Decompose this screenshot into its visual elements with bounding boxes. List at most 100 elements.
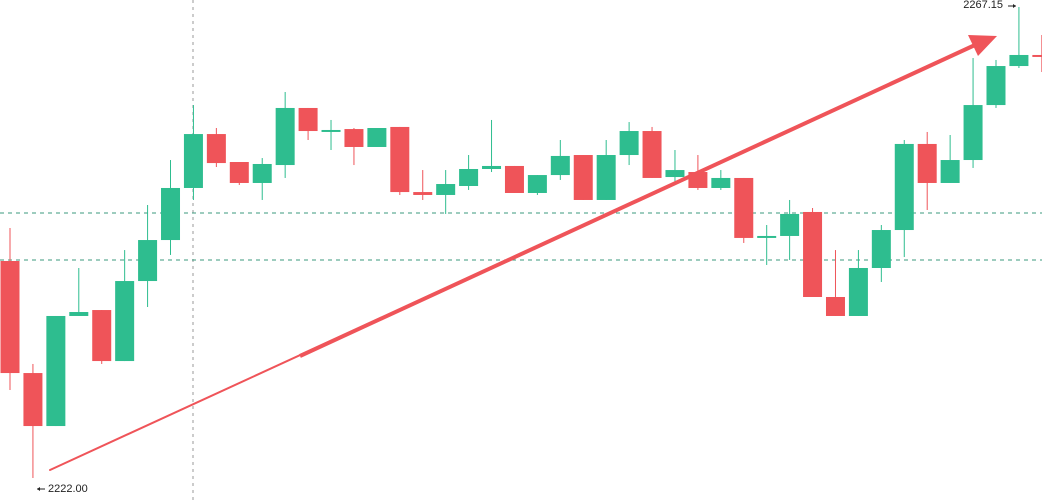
candle [573,155,593,200]
candle-body [436,184,456,195]
candle [780,199,800,260]
candles [0,6,1042,478]
candle [46,315,66,427]
candle-body [780,213,800,236]
candle [367,127,387,147]
trend-arrow-head [968,35,997,56]
candle [894,139,914,258]
candle [848,250,868,316]
candle-body [848,267,868,316]
candle [459,155,479,190]
candle-body [596,155,616,200]
candle-body [46,315,66,427]
candle-body [252,163,272,183]
candle-body [963,105,983,161]
candle-body [321,129,341,132]
candle [825,250,845,316]
candle [1032,35,1042,72]
high-marker: 2267.15 [963,0,1016,11]
candle-body [642,131,662,178]
candle [642,126,662,178]
candle-body [482,165,502,169]
trend-arrow-shaft-thick [299,43,976,358]
candle-body [0,261,20,374]
candle-body [940,160,960,183]
candle [963,58,983,168]
candle-body [711,177,731,188]
candle-body [390,126,410,193]
candle-body [1009,54,1029,67]
candle [550,139,570,180]
low-arrow-head [37,487,40,491]
candle-body [367,127,387,147]
candle [1009,6,1029,69]
candle [161,160,181,255]
candle [871,225,891,282]
candle [665,150,685,185]
low-label: 2222.00 [48,483,88,495]
candle-body [504,165,524,193]
candle [482,119,502,173]
candle [390,126,410,195]
candle [344,127,364,166]
candle-body [803,211,823,297]
candle-body [917,143,937,183]
candle [115,250,135,362]
candle [321,119,341,151]
candle-body [986,66,1006,106]
candle-body [527,175,547,193]
candle [92,310,112,364]
candle-body [183,134,203,188]
candle-body [825,296,845,316]
candle-body [138,240,158,282]
candle-body [344,129,364,147]
high-label: 2267.15 [963,0,1003,11]
candle [138,204,158,308]
candle [0,228,20,391]
candle [413,170,433,200]
candle-body [115,281,135,362]
candle [803,208,823,297]
candle [183,105,203,200]
candle-body [871,230,891,268]
candle [275,92,295,178]
candle [436,170,456,214]
candle-body [206,134,226,164]
candle [940,134,960,183]
candle-body [573,155,593,200]
candle [757,225,777,265]
candle-body [161,187,181,241]
candle [252,158,272,200]
candle-body [229,162,249,183]
candle [619,122,639,166]
candle [734,177,754,243]
candle [917,131,937,210]
candle [23,363,43,478]
low-marker: 2222.00 [37,483,88,495]
candle-body [894,143,914,231]
candle-body [298,107,318,132]
candle [504,165,524,193]
candle [69,267,89,316]
candle [206,127,226,168]
candle-body [619,131,639,156]
candle [986,59,1006,108]
candle [596,139,616,200]
candle [229,162,249,185]
candle-body [92,310,112,362]
candle-body [550,155,570,176]
candle-body [1032,54,1042,57]
candle-body [23,373,43,427]
candle [298,107,318,140]
candle-body [734,177,754,238]
candle-body [69,312,89,316]
candle [711,170,731,190]
high-arrow-head [1013,4,1016,8]
candle-body [459,168,479,187]
candle [527,175,547,195]
candle-body [665,170,685,178]
candle-body [413,192,433,195]
candle-body [275,107,295,166]
